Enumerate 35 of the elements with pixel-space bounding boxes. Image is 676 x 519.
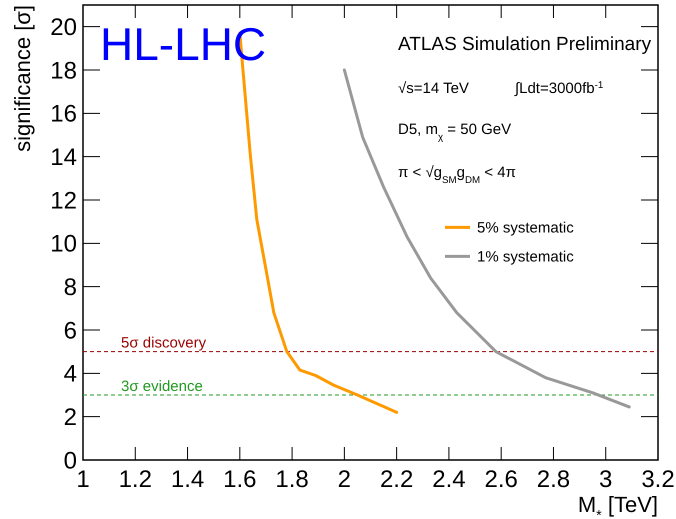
- x-tick-label: 2.8: [536, 466, 570, 493]
- y-tick-label: 18: [50, 57, 77, 84]
- x-tick-label: 1.8: [275, 466, 309, 493]
- x-tick-label: 2.4: [432, 466, 466, 493]
- x-tick-label: 2.2: [380, 466, 414, 493]
- legend-label: 1% systematic: [477, 248, 574, 266]
- x-axis-title: M$_{*}$ [TeV]: [578, 492, 658, 519]
- y-tick-label: 14: [50, 144, 77, 172]
- y-tick-label: 4: [64, 360, 77, 388]
- y-tick-label: 2: [64, 404, 77, 432]
- annotation: D5, m$_{χ}$ = 50 GeV: [398, 121, 512, 142]
- x-tick-label: 2: [338, 466, 352, 493]
- y-tick-label: 20: [50, 14, 77, 42]
- annotation: ATLAS Simulation Preliminary: [398, 34, 652, 55]
- x-tick-label: 3: [599, 466, 612, 493]
- x-tick-label: 3.2: [641, 466, 675, 493]
- annotation: π < √g$_{SM}$g$_{DM}$ < 4π: [398, 164, 516, 186]
- ref-line-label: 5σ discovery: [121, 334, 207, 352]
- y-tick-label: 12: [50, 187, 77, 214]
- line-series: [342, 68, 631, 408]
- legend-label: 5% systematic: [477, 220, 574, 237]
- x-tick-label: 1.6: [223, 466, 257, 493]
- x-tick-label: 1.4: [170, 466, 204, 493]
- x-tick-label: 1: [76, 466, 90, 493]
- y-axis-title: significance [σ]: [10, 5, 35, 152]
- y-tick-label: 8: [64, 274, 77, 302]
- ref-line-label: 3σ evidence: [121, 378, 203, 395]
- x-tick-label: 2.6: [484, 466, 518, 493]
- x-tick-label: 1.2: [118, 466, 152, 493]
- y-tick-label: 10: [50, 230, 77, 258]
- y-tick-label: 6: [64, 317, 77, 344]
- annotation: √s=14 TeV: [398, 80, 469, 97]
- y-tick-label: 16: [50, 100, 77, 128]
- y-tick-label: 0: [64, 447, 77, 474]
- annotation: ∫Ldt=3000fb$^{-1}$: [514, 80, 604, 97]
